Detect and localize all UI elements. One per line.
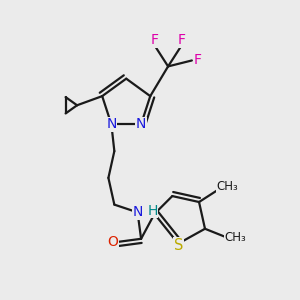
Text: F: F bbox=[151, 33, 159, 47]
Text: S: S bbox=[173, 238, 183, 253]
Text: CH₃: CH₃ bbox=[225, 231, 247, 244]
Text: F: F bbox=[178, 33, 185, 47]
Text: N: N bbox=[133, 205, 143, 219]
Text: CH₃: CH₃ bbox=[216, 180, 238, 193]
Text: O: O bbox=[107, 235, 118, 249]
Text: H: H bbox=[147, 204, 158, 218]
Text: N: N bbox=[106, 117, 117, 131]
Text: N: N bbox=[136, 117, 146, 131]
Text: F: F bbox=[194, 53, 202, 68]
